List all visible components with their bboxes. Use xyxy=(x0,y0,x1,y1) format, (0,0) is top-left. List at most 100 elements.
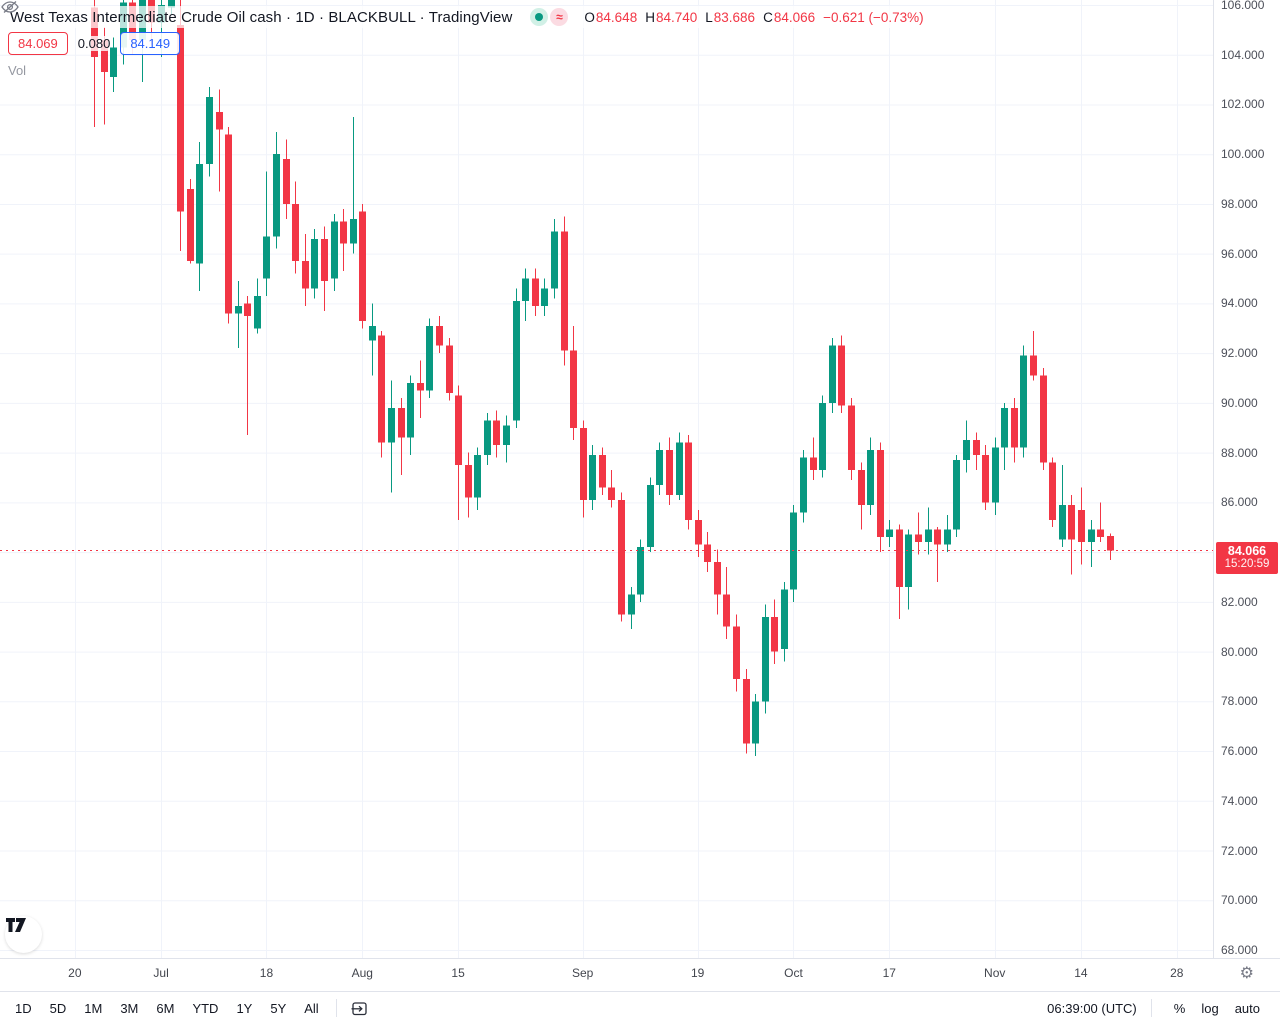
candle-body xyxy=(1107,535,1114,551)
candle-body xyxy=(1030,355,1037,376)
candle-body xyxy=(867,450,874,505)
range-button-6m[interactable]: 6M xyxy=(156,1000,175,1016)
candle-body xyxy=(685,442,692,520)
range-button-ytd[interactable]: YTD xyxy=(192,1000,219,1016)
price-axis[interactable]: 84.066 15:20:59 106.000 104.000 102.000 100… xyxy=(1213,0,1280,958)
ohlc-letter: L xyxy=(705,9,713,25)
price-axis-label: 104.000 xyxy=(1221,47,1265,62)
candle-body xyxy=(292,203,299,262)
time-axis[interactable]: ⚙ 20 Jul 18 Aug 15 Sep 19 Oct 17 Nov 14 28 xyxy=(0,958,1280,991)
ask-price-box[interactable]: 84.149 xyxy=(120,32,181,55)
candle-body xyxy=(1097,529,1104,538)
change-value: −0.621 (−0.73%) xyxy=(823,9,924,25)
candle-body xyxy=(340,221,347,244)
symbol-title[interactable]: West Texas Intermediate Crude Oil cash ·… xyxy=(10,8,513,26)
range-button-5d[interactable]: 5D xyxy=(49,1000,67,1016)
candle-body xyxy=(1059,504,1066,540)
candle-body xyxy=(838,345,845,406)
bid-price-box[interactable]: 84.069 xyxy=(8,32,68,55)
candle-body xyxy=(398,407,405,438)
price-axis-label: 70.000 xyxy=(1221,893,1258,908)
candle-body xyxy=(848,405,855,471)
axis-settings-gear-icon[interactable]: ⚙ xyxy=(1239,963,1254,982)
ohlc-value: 84.648 xyxy=(595,9,638,25)
ohlc-letter: O xyxy=(584,9,595,25)
toolbar-divider xyxy=(335,999,337,1017)
auto-scale-button[interactable]: auto xyxy=(1234,1000,1260,1016)
candle-body xyxy=(551,231,558,289)
candle-body xyxy=(513,300,520,421)
market-open-dot-icon xyxy=(530,8,549,26)
bar-countdown: 15:20:59 xyxy=(1224,558,1270,571)
candle-body xyxy=(455,395,462,466)
candle-body xyxy=(858,470,865,505)
candle-body xyxy=(618,499,625,615)
candle-body xyxy=(877,450,884,538)
range-button-3m[interactable]: 3M xyxy=(120,1000,139,1016)
candle-body xyxy=(982,455,989,503)
candle-body xyxy=(254,295,261,329)
market-status-badge[interactable]: ≈ xyxy=(530,8,569,26)
candle-body xyxy=(331,221,338,279)
price-axis-label: 100.000 xyxy=(1221,147,1265,162)
time-axis-label: 15 xyxy=(451,966,465,980)
price-axis-label: 98.000 xyxy=(1221,196,1258,211)
time-axis-label: 14 xyxy=(1074,966,1088,980)
range-button-all[interactable]: All xyxy=(304,1000,319,1016)
candle-body xyxy=(992,447,999,503)
price-axis-label: 86.000 xyxy=(1221,495,1258,510)
range-button-1d[interactable]: 1D xyxy=(15,1000,32,1016)
price-axis-label: 76.000 xyxy=(1221,744,1258,759)
candle-body xyxy=(896,529,903,587)
candle-body xyxy=(637,547,644,595)
scale-mode-buttons: % log auto xyxy=(1166,997,1268,1020)
delayed-data-icon: ≈ xyxy=(550,8,569,26)
price-axis-label: 80.000 xyxy=(1221,644,1258,659)
candle-body xyxy=(934,529,941,545)
candle-body xyxy=(771,616,778,652)
price-axis-label: 94.000 xyxy=(1221,296,1258,311)
candle-body xyxy=(436,325,443,346)
candle-body xyxy=(599,455,606,488)
time-axis-label: Jul xyxy=(153,966,169,980)
candle-body xyxy=(781,589,788,650)
candle-body xyxy=(561,231,568,351)
candle-body xyxy=(1011,407,1018,448)
log-scale-button[interactable]: log xyxy=(1201,1000,1219,1016)
candle-body xyxy=(101,39,108,73)
candle-body xyxy=(484,420,491,456)
range-button-5y[interactable]: 5Y xyxy=(270,1000,287,1016)
chart-pane[interactable]: West Texas Intermediate Crude Oil cash ·… xyxy=(0,0,1213,958)
candle-body xyxy=(168,0,175,8)
candle-body xyxy=(235,305,242,314)
candle-body xyxy=(522,278,529,301)
ohlc-value: 84.066 xyxy=(773,9,816,25)
candle-body xyxy=(714,562,721,595)
candle-body xyxy=(733,626,740,679)
price-axis-label: 106.000 xyxy=(1221,0,1265,12)
tradingview-logo[interactable] xyxy=(5,916,42,953)
candle-body xyxy=(647,484,654,548)
candle-body xyxy=(723,594,730,627)
candle-body xyxy=(886,529,893,538)
time-axis-label: 18 xyxy=(259,966,274,980)
candle-body xyxy=(1088,529,1095,543)
go-to-date-icon[interactable] xyxy=(345,998,374,1019)
candle-body xyxy=(465,465,472,498)
candle-body xyxy=(676,442,683,495)
candle-body xyxy=(704,544,711,563)
candle-body xyxy=(359,211,366,321)
clock-utc[interactable]: 06:39:00 (UTC) xyxy=(1047,1000,1137,1016)
ohlc-values: O 84.648 H 84.740 L 83.686 C 84.066 −0.621 (−0.7… xyxy=(584,10,923,25)
candle-body xyxy=(532,278,539,306)
range-button-1y[interactable]: 1Y xyxy=(236,1000,253,1016)
percent-scale-button[interactable]: % xyxy=(1173,1000,1186,1016)
price-axis-label: 78.000 xyxy=(1221,694,1258,709)
candle-body xyxy=(417,382,424,391)
candlestick-series xyxy=(91,0,1114,757)
price-axis-label: 72.000 xyxy=(1221,843,1258,858)
tradingview-logo-glyph xyxy=(6,918,26,932)
range-button-1m[interactable]: 1M xyxy=(84,1000,103,1016)
time-axis-label: Nov xyxy=(984,966,1006,980)
